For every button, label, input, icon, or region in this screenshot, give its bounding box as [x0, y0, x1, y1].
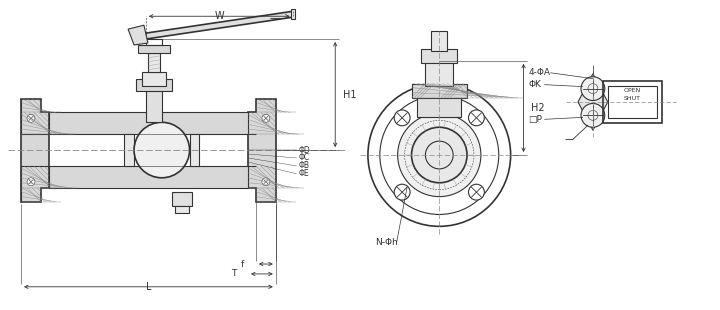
Text: ΦK: ΦK	[528, 80, 541, 89]
Circle shape	[27, 178, 35, 186]
Text: SHUT: SHUT	[624, 96, 641, 101]
Circle shape	[395, 110, 410, 126]
Bar	[608, 86, 657, 118]
Bar	[171, 192, 192, 206]
Text: f: f	[240, 259, 244, 268]
Polygon shape	[128, 25, 148, 45]
Text: ΦB: ΦB	[299, 162, 310, 171]
Circle shape	[581, 77, 605, 100]
Text: ΦC: ΦC	[299, 153, 310, 162]
Circle shape	[412, 127, 467, 183]
Circle shape	[262, 178, 270, 186]
Text: ΦE: ΦE	[299, 169, 309, 178]
Bar	[146, 86, 162, 122]
Bar	[603, 81, 662, 123]
Text: □P: □P	[528, 115, 542, 124]
Text: H2: H2	[531, 103, 545, 113]
Text: T: T	[230, 269, 236, 278]
Bar	[431, 31, 447, 51]
Text: H1: H1	[343, 90, 356, 100]
Circle shape	[469, 184, 485, 200]
Polygon shape	[21, 99, 49, 202]
Bar	[175, 206, 189, 214]
Circle shape	[134, 122, 189, 178]
Text: N-Φh: N-Φh	[375, 238, 397, 247]
Bar	[124, 134, 134, 166]
Bar	[412, 84, 467, 98]
Circle shape	[469, 110, 485, 126]
Bar	[138, 45, 170, 53]
Text: 4-ΦA: 4-ΦA	[528, 68, 551, 77]
Circle shape	[581, 104, 605, 127]
Text: ΦD: ΦD	[299, 145, 310, 155]
Circle shape	[397, 113, 481, 197]
Text: OPEN: OPEN	[624, 88, 642, 93]
Text: L: L	[145, 282, 151, 292]
Bar	[189, 134, 199, 166]
Bar	[142, 72, 166, 86]
Bar	[49, 113, 248, 134]
Bar	[426, 61, 453, 86]
Bar	[146, 39, 162, 45]
Bar	[421, 49, 457, 63]
Bar	[49, 166, 248, 188]
Circle shape	[262, 114, 270, 122]
Bar	[148, 53, 160, 72]
Polygon shape	[248, 99, 276, 202]
Bar	[418, 95, 461, 117]
Text: W: W	[215, 11, 224, 21]
Bar	[136, 79, 171, 91]
Circle shape	[395, 184, 410, 200]
Polygon shape	[146, 11, 292, 39]
Bar	[291, 9, 294, 19]
Circle shape	[27, 114, 35, 122]
Polygon shape	[578, 74, 608, 130]
